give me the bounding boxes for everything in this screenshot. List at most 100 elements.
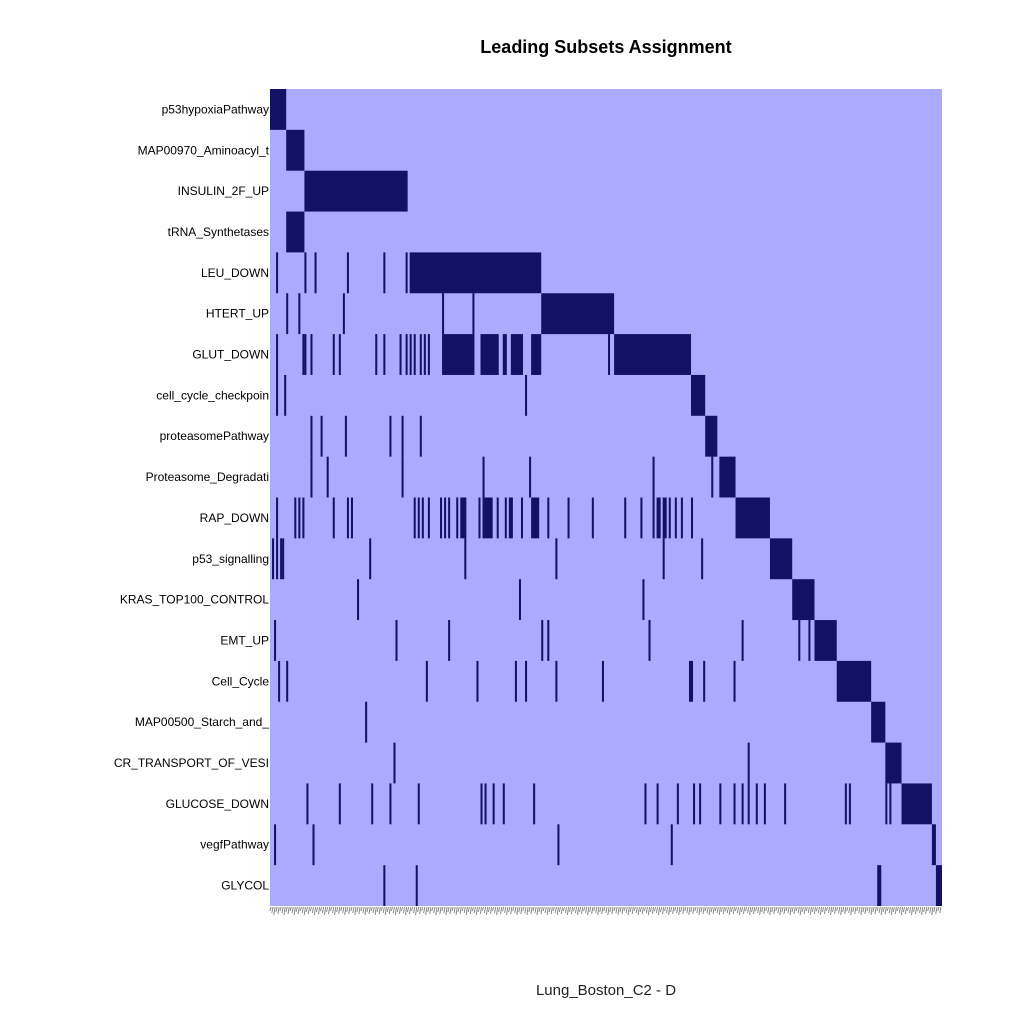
heatmap-cell-19-1 <box>415 865 418 906</box>
heatmap-cell-4-2 <box>314 252 317 294</box>
heatmap-cell-17-5 <box>480 783 483 825</box>
x-tick-129 <box>530 906 533 915</box>
heatmap-cell-6-14 <box>427 334 430 375</box>
x-tick-179 <box>631 906 634 915</box>
heatmap-cell-10-15 <box>460 497 467 539</box>
heatmap-cell-12-3 <box>792 579 815 621</box>
x-tick-256 <box>787 906 790 914</box>
heatmap-cell-5-3 <box>442 293 445 335</box>
heatmap-cell-13-7 <box>798 620 801 661</box>
x-tick-153 <box>579 906 582 913</box>
x-tick-95 <box>461 906 464 912</box>
x-tick-76 <box>423 906 426 914</box>
heatmap-cell-10-24 <box>547 497 550 539</box>
x-tick-187 <box>647 906 651 916</box>
x-tick-193 <box>659 906 663 913</box>
x-tick-8 <box>285 906 288 913</box>
x-tick-110 <box>491 906 495 912</box>
x-tick-253 <box>781 906 784 913</box>
heatmap-cell-11-4 <box>369 538 372 580</box>
x-tick-226 <box>726 906 729 914</box>
heatmap-cell-10-11 <box>440 497 443 539</box>
x-tick-122 <box>516 906 519 916</box>
x-tick-36 <box>342 906 345 914</box>
x-tick-116 <box>504 906 507 914</box>
heatmap-cell-10-14 <box>456 497 459 539</box>
x-tick-130 <box>532 906 535 912</box>
heatmap-cells <box>270 89 942 906</box>
x-tick-215 <box>704 906 707 912</box>
x-tick-20 <box>309 906 312 912</box>
x-tick-267 <box>809 906 812 916</box>
heatmap-cell-13-5 <box>648 620 651 661</box>
x-tick-281 <box>838 906 841 914</box>
row-label-6: GLUT_DOWN <box>192 348 269 362</box>
heatmap-cell-11-0 <box>272 538 275 580</box>
heatmap-cell-6-2 <box>304 334 307 375</box>
x-tick-189 <box>651 906 655 915</box>
x-tick-185 <box>643 906 646 912</box>
x-tick-214 <box>702 906 705 915</box>
heatmap-cell-11-1 <box>276 538 279 580</box>
heatmap-cell-17-2 <box>371 783 374 825</box>
heatmap-cell-7-2 <box>525 374 528 416</box>
heatmap-cell-6-20 <box>608 334 611 375</box>
row-label-19: GLYCOL <box>221 879 269 893</box>
x-tick-14 <box>297 906 300 915</box>
heatmap-cell-11-3 <box>282 538 285 580</box>
x-tick-74 <box>419 906 422 915</box>
heatmap-cell-12-1 <box>518 579 521 621</box>
x-tick-310 <box>896 906 899 912</box>
chart-title: Leading Subsets Assignment <box>480 37 731 57</box>
heatmap-cell-12-2 <box>642 579 645 621</box>
x-tick-191 <box>655 906 659 914</box>
heatmap-cell-4-1 <box>304 252 307 294</box>
heatmap-cell-13-0 <box>274 620 277 661</box>
x-tick-259 <box>793 906 796 915</box>
heatmap-cell-10-27 <box>624 497 627 539</box>
heatmap-cell-14-10 <box>733 660 736 702</box>
heatmap-cell-8-2 <box>344 415 347 457</box>
heatmap-cell-11-6 <box>555 538 558 580</box>
heatmap-cell-14-11 <box>836 660 872 702</box>
x-tick-48 <box>366 906 369 913</box>
heatmap-cell-17-16 <box>733 783 736 825</box>
x-tick-236 <box>747 906 750 914</box>
x-tick-104 <box>479 906 483 915</box>
x-tick-64 <box>398 906 402 915</box>
x-tick-331 <box>939 906 942 914</box>
x-tick-227 <box>728 906 731 916</box>
x-tick-257 <box>789 906 792 916</box>
heatmap-cell-10-21 <box>508 497 513 539</box>
x-tick-167 <box>607 906 610 916</box>
x-tick-29 <box>328 906 331 915</box>
x-tick-220 <box>714 906 717 912</box>
heatmap-cell-0-0 <box>270 89 287 130</box>
heatmap-cell-13-8 <box>808 620 811 661</box>
x-tick-280 <box>836 906 839 912</box>
x-tick-123 <box>518 906 521 913</box>
x-tick-143 <box>558 906 561 913</box>
x-tick-137 <box>546 906 549 916</box>
row-label-11: p53_signalling <box>192 552 269 566</box>
x-tick-85 <box>441 906 444 912</box>
x-tick-150 <box>572 906 576 912</box>
x-tick-65 <box>400 906 404 912</box>
x-tick-243 <box>761 906 764 913</box>
heatmap-cell-3-0 <box>286 211 305 253</box>
x-tick-57 <box>384 906 387 916</box>
heatmap-cell-10-34 <box>680 497 683 539</box>
heatmap-cell-10-20 <box>504 497 507 539</box>
x-tick-5 <box>279 906 282 912</box>
x-tick-102 <box>475 906 478 916</box>
heatmap-cell-11-9 <box>769 538 793 580</box>
x-tick-154 <box>581 906 584 915</box>
x-tick-149 <box>570 906 574 915</box>
x-tick-174 <box>621 906 624 915</box>
heatmap-cell-18-2 <box>557 824 560 866</box>
x-tick-300 <box>876 906 879 912</box>
row-label-10: RAP_DOWN <box>200 511 269 525</box>
heatmap-cell-10-10 <box>427 497 430 539</box>
x-tick-115 <box>502 906 505 912</box>
x-tick-4 <box>277 906 280 915</box>
